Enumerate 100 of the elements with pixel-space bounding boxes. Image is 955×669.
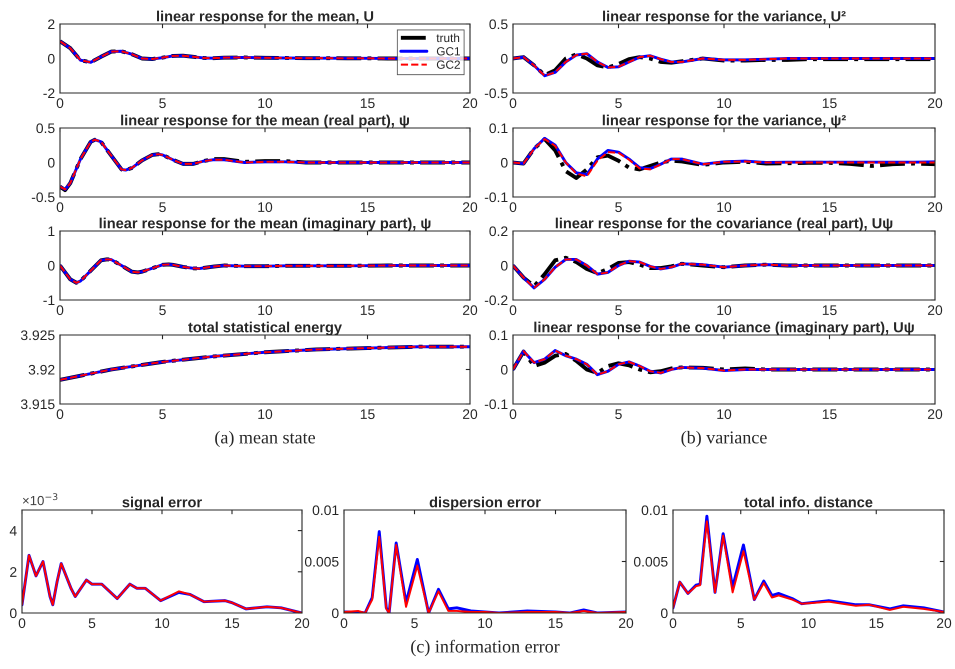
x-tick-label: 5 (159, 98, 166, 108)
x-tick-label: 0 (510, 202, 516, 212)
x-tick-label: 5 (737, 618, 744, 628)
y-tick-label: 0.5 (36, 123, 55, 134)
x-tick-label: 5 (615, 409, 622, 420)
chart-title: dispersion error (430, 496, 541, 510)
x-tick-label: 15 (548, 618, 563, 628)
x-tick-label: 20 (462, 98, 478, 108)
x-tick-label: 5 (615, 98, 622, 108)
x-tick-label: 20 (928, 409, 942, 420)
text: (c) information error (411, 640, 560, 656)
y-tick-label: 0.2 (489, 226, 508, 236)
x-tick-label: 10 (258, 409, 272, 420)
x-tick-label: 15 (360, 202, 375, 212)
x-tick-label: 10 (258, 202, 272, 212)
x-tick-label: 10 (717, 98, 732, 108)
y-tick-label: 3.925 (20, 330, 55, 340)
text: (a) mean state (215, 430, 315, 448)
y-tick-label: 0 (660, 608, 668, 618)
x-tick-label: 10 (717, 409, 732, 420)
y-tick-label: -0.5 (32, 192, 55, 202)
x-tick-label: 5 (615, 202, 622, 212)
x-tick-label: 15 (822, 202, 837, 212)
chart-title: linear response for the mean (imaginary part), ψ (100, 218, 430, 232)
legend-label: GC1 (436, 47, 460, 56)
x-tick-label: 15 (822, 98, 837, 108)
x-tick-label: 0 (510, 98, 516, 108)
x-tick-label: 20 (462, 305, 478, 316)
x-tick-label: 15 (822, 409, 837, 420)
x-tick-label: 15 (225, 618, 240, 628)
x-tick-label: 0 (670, 618, 676, 628)
y-tick-label: 0.005 (304, 556, 339, 567)
x-tick-label: 10 (717, 202, 732, 212)
x-tick-label: 15 (360, 98, 375, 108)
y-tick-label: 2 (48, 19, 54, 30)
x-tick-label: 15 (822, 305, 837, 316)
x-tick-label: 10 (478, 618, 492, 628)
x-tick-label: 5 (159, 305, 166, 316)
y-tick-label: 0.005 (634, 556, 668, 567)
x-tick-label: 10 (717, 305, 732, 316)
text: (b) variance (681, 430, 767, 448)
y-tick-label: -0.2 (484, 295, 508, 306)
chart-title: linear response for the mean (real part), ψ (121, 114, 409, 128)
x-tick-label: 15 (360, 305, 375, 316)
chart-title: linear response for the variance, U² (603, 10, 846, 24)
y-tick-label: 3.92 (28, 364, 54, 375)
y-tick-label: 0 (332, 608, 339, 618)
x-tick-label: 0 (56, 202, 64, 212)
x-tick-label: 15 (870, 618, 884, 628)
x-tick-label: 20 (928, 202, 942, 212)
x-tick-label: 5 (88, 618, 96, 628)
y-tick-label: 0 (48, 260, 55, 271)
y-tick-label: 0 (500, 364, 508, 375)
x-tick-label: 5 (615, 305, 622, 316)
legend-label: GC2 (436, 60, 460, 69)
y-tick-label: -0.5 (484, 88, 508, 98)
x-tick-label: 20 (462, 409, 478, 420)
y-tick-label: 0 (500, 158, 508, 168)
x-tick-label: 5 (159, 202, 166, 212)
y-tick-label: -0.1 (484, 192, 508, 202)
x-tick-label: 10 (802, 618, 816, 628)
x-tick-label: 10 (258, 305, 272, 316)
chart-title: total info. distance (744, 496, 872, 508)
chart-title: signal error (122, 496, 202, 510)
x-tick-label: 0 (56, 409, 64, 420)
chart-title: linear response for the covariance (real part), Uψ (556, 218, 892, 232)
x-tick-label: 5 (411, 618, 418, 628)
chart-title: linear response for the covariance (imaginary part), Uψ (534, 322, 914, 336)
x-tick-label: 0 (510, 305, 516, 316)
x-tick-label: 0 (340, 618, 348, 628)
y-tick-label: 4 (10, 526, 17, 536)
chart-title: linear response for the variance, ψ² (602, 114, 846, 128)
y-tick-label: 0 (48, 158, 55, 168)
x-tick-label: 20 (928, 98, 942, 108)
x-tick-label: 10 (155, 618, 170, 628)
y-tick-label: 3.915 (20, 399, 55, 410)
x-tick-label: 0 (510, 409, 516, 420)
y-tick-label: -2 (43, 88, 54, 98)
y-tick-label: 0.1 (489, 330, 508, 340)
y-tick-label: 0.1 (489, 123, 508, 134)
x-tick-label: 20 (928, 305, 942, 316)
x-tick-label: 0 (56, 305, 64, 316)
x-tick-label: 20 (936, 618, 952, 628)
chart-title: linear response for the mean, U (157, 10, 374, 24)
x-tick-label: 15 (360, 409, 375, 420)
legend-label: truth (436, 33, 460, 42)
y-tick-label: 0.01 (642, 505, 668, 516)
x-tick-label: 20 (618, 618, 634, 628)
y-tick-label: 2 (10, 567, 16, 577)
x-tick-label: 20 (294, 618, 310, 628)
x-tick-label: 20 (462, 202, 478, 212)
x-tick-label: 5 (159, 409, 166, 420)
y-tick-label: 0 (48, 54, 55, 64)
y-tick-label: 0 (500, 54, 508, 64)
y-tick-label: 0.5 (489, 19, 508, 30)
y-tick-label: 0.01 (312, 505, 338, 516)
x-tick-label: 0 (56, 98, 64, 108)
x-tick-label: 10 (258, 98, 272, 108)
y-tick-label: -0.1 (484, 399, 508, 410)
y-tick-label: 0 (10, 608, 17, 618)
